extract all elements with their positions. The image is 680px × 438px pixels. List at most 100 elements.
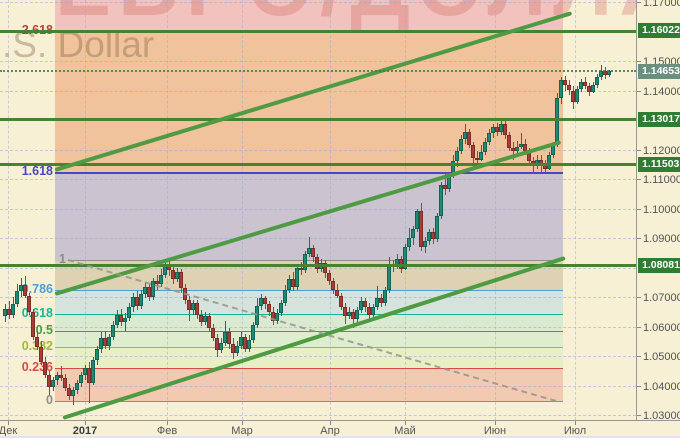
candle[interactable]	[335, 289, 339, 296]
candle[interactable]	[51, 379, 55, 387]
candle[interactable]	[455, 150, 459, 162]
candle[interactable]	[487, 133, 491, 143]
candle[interactable]	[571, 90, 575, 103]
candle[interactable]	[591, 84, 595, 92]
candle[interactable]	[483, 142, 487, 153]
candle[interactable]	[91, 360, 95, 383]
current-price-badge[interactable]: 1.14653	[638, 63, 680, 79]
candle[interactable]	[439, 184, 443, 216]
candle[interactable]	[83, 367, 87, 376]
candle[interactable]	[119, 314, 123, 323]
time-tick-label-Дек[interactable]: Дек	[0, 425, 18, 437]
candle[interactable]	[75, 382, 79, 390]
candle[interactable]	[259, 298, 263, 306]
candle[interactable]	[547, 155, 551, 169]
fib-level-line-0[interactable]	[55, 401, 563, 403]
fib-level-line-0.236[interactable]	[55, 368, 563, 370]
candle[interactable]	[207, 316, 211, 328]
candle[interactable]	[275, 313, 279, 321]
candle[interactable]	[47, 375, 51, 387]
fib-level-line-0.786[interactable]	[55, 290, 563, 292]
candle[interactable]	[459, 139, 463, 151]
candle[interactable]	[147, 286, 151, 297]
candle[interactable]	[507, 134, 511, 149]
candle[interactable]	[107, 336, 111, 346]
candle[interactable]	[223, 332, 227, 343]
candle[interactable]	[59, 375, 63, 379]
candle[interactable]	[3, 308, 7, 317]
candle[interactable]	[503, 124, 507, 135]
candle[interactable]	[15, 291, 19, 305]
time-tick-label-Мар[interactable]: Мар	[231, 425, 253, 437]
time-tick-label-Фев[interactable]: Фев	[156, 425, 178, 437]
horizontal-level-line-1.11503[interactable]	[0, 163, 636, 167]
candle[interactable]	[519, 143, 523, 147]
price-level-badge[interactable]: 1.08081	[638, 257, 680, 273]
candle[interactable]	[127, 307, 131, 318]
candle[interactable]	[115, 314, 119, 325]
candle[interactable]	[311, 248, 315, 258]
candle[interactable]	[567, 84, 571, 91]
fib-level-line-0.618[interactable]	[55, 313, 563, 315]
time-tick-label-Июл[interactable]: Июл	[563, 425, 587, 437]
candle[interactable]	[63, 378, 67, 389]
candle[interactable]	[39, 347, 43, 362]
time-tick-label-2017[interactable]: 2017	[72, 425, 98, 437]
candle[interactable]	[235, 345, 239, 354]
candle[interactable]	[31, 311, 35, 337]
candle[interactable]	[491, 127, 495, 134]
candle[interactable]	[575, 89, 579, 103]
candle[interactable]	[427, 232, 431, 241]
fib-level-line-0.382[interactable]	[55, 347, 563, 349]
candle[interactable]	[423, 240, 427, 247]
candle[interactable]	[143, 286, 147, 295]
candle[interactable]	[159, 274, 163, 284]
candle[interactable]	[179, 271, 183, 289]
price-level-badge[interactable]: 1.13017	[638, 111, 680, 127]
candle[interactable]	[19, 285, 23, 292]
candle[interactable]	[403, 246, 407, 269]
candle[interactable]	[99, 338, 103, 349]
candle[interactable]	[579, 81, 583, 90]
price-level-badge[interactable]: 1.11503	[638, 156, 680, 172]
candle[interactable]	[151, 280, 155, 297]
candle[interactable]	[331, 280, 335, 290]
candle[interactable]	[379, 298, 383, 303]
candle[interactable]	[103, 338, 107, 346]
current-price-line[interactable]	[0, 70, 636, 73]
candle[interactable]	[227, 332, 231, 345]
candle[interactable]	[375, 298, 379, 308]
candle[interactable]	[247, 339, 251, 349]
candle[interactable]	[271, 311, 275, 321]
horizontal-level-line-1.16022[interactable]	[0, 29, 636, 33]
candle[interactable]	[495, 127, 499, 132]
candle[interactable]	[395, 258, 399, 265]
candle[interactable]	[343, 307, 347, 317]
candle[interactable]	[431, 232, 435, 240]
candle[interactable]	[203, 316, 207, 323]
candle[interactable]	[111, 325, 115, 337]
fib-level-line-1.618[interactable]	[55, 172, 563, 175]
candle[interactable]	[291, 279, 295, 287]
candle[interactable]	[371, 307, 375, 315]
candle[interactable]	[363, 301, 367, 308]
candle[interactable]	[211, 327, 215, 339]
candle[interactable]	[55, 375, 59, 380]
candle[interactable]	[67, 388, 71, 396]
candle[interactable]	[351, 311, 355, 320]
candle[interactable]	[563, 80, 567, 85]
candle[interactable]	[187, 299, 191, 311]
candle[interactable]	[267, 304, 271, 312]
candle[interactable]	[95, 348, 99, 361]
candle[interactable]	[419, 211, 423, 247]
candle[interactable]	[215, 338, 219, 351]
candle[interactable]	[7, 308, 11, 315]
candle[interactable]	[347, 311, 351, 317]
candle[interactable]	[11, 304, 15, 315]
candle[interactable]	[367, 307, 371, 315]
candle[interactable]	[231, 344, 235, 354]
candle[interactable]	[399, 258, 403, 269]
candle[interactable]	[383, 289, 387, 303]
candle[interactable]	[479, 152, 483, 160]
candle[interactable]	[307, 248, 311, 255]
